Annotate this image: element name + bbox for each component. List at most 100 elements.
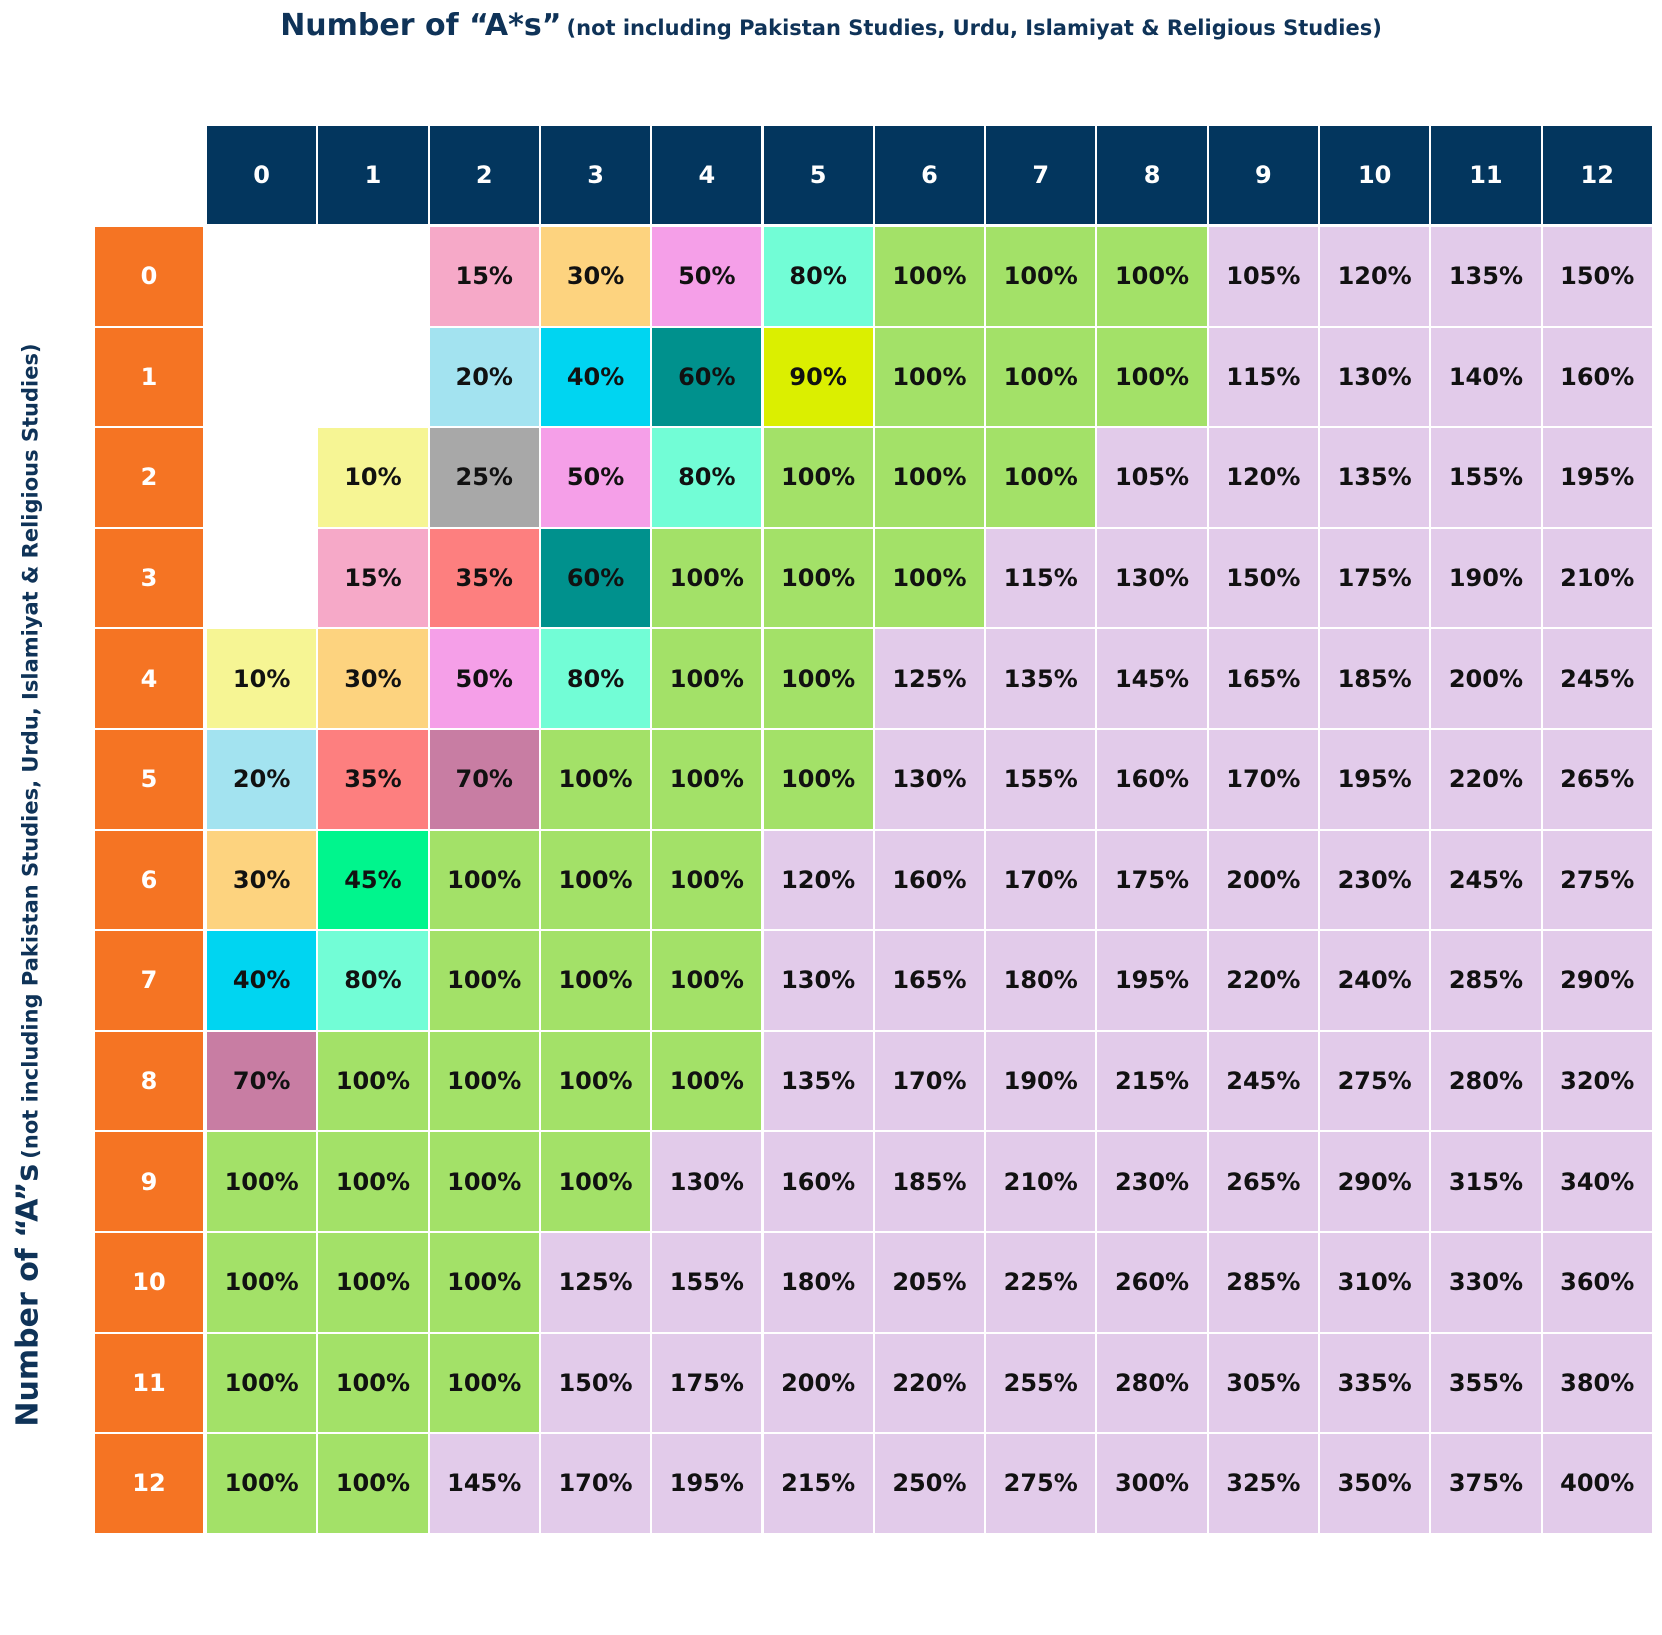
table-cell: 50% <box>540 428 651 527</box>
table-cell: 100% <box>318 1233 428 1332</box>
left-axis-title: Number of “A”s (not including Pakistan S… <box>11 135 46 1635</box>
table-cell: 130% <box>652 1132 762 1231</box>
table-cell: 275% <box>986 1434 1096 1533</box>
top-axis-title: Number of “A*s” (not including Pakistan … <box>0 8 1662 43</box>
table-cell: 100% <box>763 428 873 527</box>
row-header: 10 <box>95 1233 203 1332</box>
table-cell: 175% <box>1320 528 1430 628</box>
table-cell: 375% <box>1431 1434 1541 1533</box>
table-cell: 285% <box>1431 931 1541 1030</box>
table-cell: 175% <box>1097 830 1207 930</box>
table-cell: 250% <box>874 1434 985 1533</box>
table-cell: 100% <box>207 1132 317 1231</box>
row-header: 6 <box>95 830 203 930</box>
left-axis-title-main: Number of “A”s <box>10 1163 46 1427</box>
row-header: 3 <box>95 528 203 628</box>
table-cell: 275% <box>1320 1031 1430 1131</box>
table-cell: 50% <box>429 629 539 728</box>
table-cell: 245% <box>1431 830 1541 930</box>
table-cell: 125% <box>540 1233 651 1332</box>
table-cell: 100% <box>986 227 1096 326</box>
table-cell: 200% <box>1208 830 1318 930</box>
row-header: 9 <box>95 1132 203 1231</box>
table-cell: 100% <box>429 931 539 1030</box>
table-cell: 100% <box>540 730 651 829</box>
table-cell: 135% <box>986 629 1096 728</box>
table-cell: 100% <box>318 1333 428 1433</box>
table-cell: 100% <box>763 629 873 728</box>
table-cell: 285% <box>1208 1233 1318 1332</box>
table-cell: 60% <box>652 327 762 427</box>
table-cell: 100% <box>540 931 651 1030</box>
table-cell: 220% <box>1208 931 1318 1030</box>
table-cell: 50% <box>652 227 762 326</box>
table-cell: 100% <box>874 428 985 527</box>
table-cell: 100% <box>652 830 762 930</box>
table-cell: 100% <box>540 1132 651 1231</box>
table-cell: 130% <box>874 730 985 829</box>
table-cell: 245% <box>1542 629 1652 728</box>
table-cell: 100% <box>1097 327 1207 427</box>
table-cell: 265% <box>1542 730 1652 829</box>
row-header: 4 <box>95 629 203 728</box>
table-cell: 35% <box>429 528 539 628</box>
table-cell: 100% <box>207 1333 317 1433</box>
table-cell: 100% <box>429 1233 539 1332</box>
table-cell: 145% <box>1097 629 1207 728</box>
column-header: 9 <box>1208 126 1318 224</box>
table-cell <box>207 528 317 628</box>
table-cell: 280% <box>1431 1031 1541 1131</box>
table-cell: 320% <box>1542 1031 1652 1131</box>
table-cell: 185% <box>1320 629 1430 728</box>
table-cell: 80% <box>652 428 762 527</box>
table-cell: 115% <box>1208 327 1318 427</box>
table-cell <box>207 227 317 326</box>
table-cell: 135% <box>1320 428 1430 527</box>
table-cell <box>318 227 428 326</box>
column-header: 12 <box>1542 126 1652 224</box>
table-cell: 310% <box>1320 1233 1430 1332</box>
table-cell: 100% <box>763 730 873 829</box>
column-header: 1 <box>318 126 428 224</box>
table-cell: 10% <box>318 428 428 527</box>
table-cell: 100% <box>652 629 762 728</box>
table-cell: 380% <box>1542 1333 1652 1433</box>
table-cell: 240% <box>1320 931 1430 1030</box>
row-header: 7 <box>95 931 203 1030</box>
table-cell: 210% <box>986 1132 1096 1231</box>
table-cell: 100% <box>652 730 762 829</box>
table-cell: 30% <box>207 830 317 930</box>
table-cell: 170% <box>874 1031 985 1131</box>
table-cell: 80% <box>540 629 651 728</box>
table-cell: 220% <box>1431 730 1541 829</box>
table-cell: 100% <box>318 1434 428 1533</box>
table-cell: 140% <box>1431 327 1541 427</box>
table-cell: 260% <box>1097 1233 1207 1332</box>
table-cell: 300% <box>1097 1434 1207 1533</box>
table-cell: 115% <box>986 528 1096 628</box>
table-cell: 335% <box>1320 1333 1430 1433</box>
table-cell: 150% <box>1542 227 1652 326</box>
table-cell: 195% <box>1320 730 1430 829</box>
table-cell: 100% <box>318 1132 428 1231</box>
table-cell: 170% <box>1208 730 1318 829</box>
table-cell: 180% <box>986 931 1096 1030</box>
table-cell: 150% <box>540 1333 651 1433</box>
table-cell: 255% <box>986 1333 1096 1433</box>
table-cell: 195% <box>1097 931 1207 1030</box>
table-cell: 230% <box>1097 1132 1207 1231</box>
table-cell: 120% <box>1208 428 1318 527</box>
table-cell: 100% <box>652 931 762 1030</box>
table-cell: 325% <box>1208 1434 1318 1533</box>
row-header: 11 <box>95 1333 203 1433</box>
table-cell: 155% <box>986 730 1096 829</box>
table-cell: 15% <box>429 227 539 326</box>
row-header: 2 <box>95 428 203 527</box>
column-header: 5 <box>763 126 873 224</box>
table-cell: 340% <box>1542 1132 1652 1231</box>
row-header: 12 <box>95 1434 203 1533</box>
table-cell: 100% <box>207 1434 317 1533</box>
table-cell: 100% <box>763 528 873 628</box>
table-cell: 100% <box>429 1031 539 1131</box>
table-cell: 315% <box>1431 1132 1541 1231</box>
